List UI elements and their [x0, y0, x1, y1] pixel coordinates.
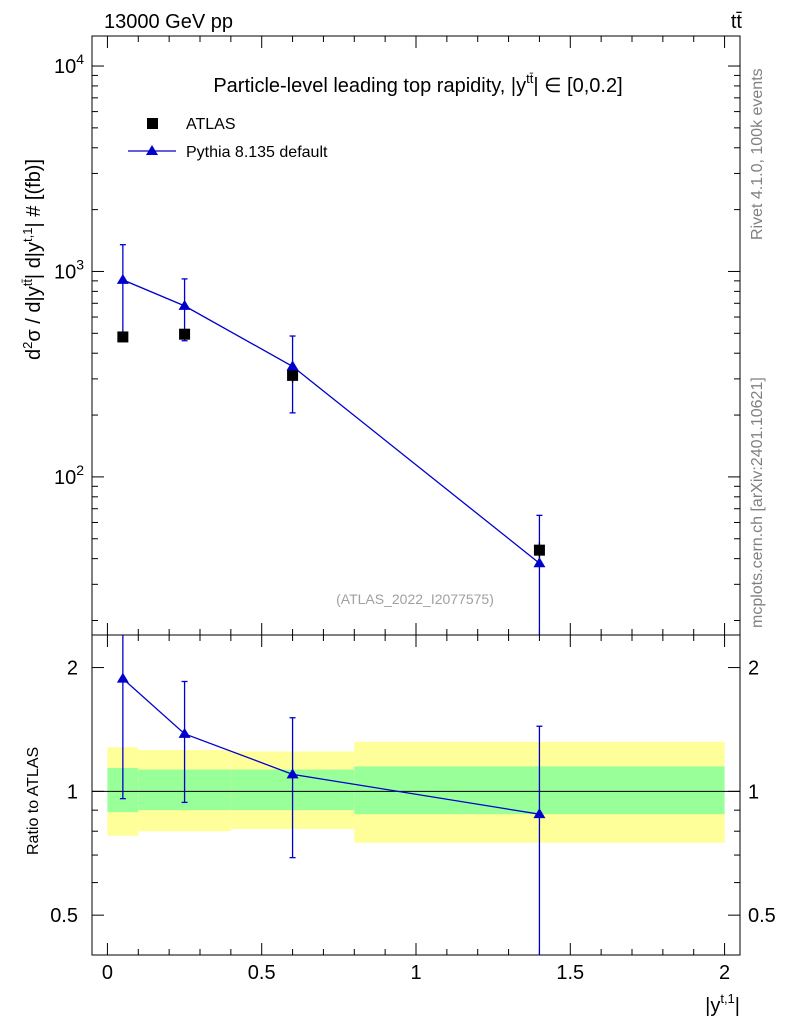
x-tick-label: 1 [410, 962, 421, 984]
ratio-pythia-point [286, 768, 299, 779]
ratio-pythia-point [533, 808, 546, 819]
main-y-tick-label: 104 [54, 51, 84, 78]
ratio-y-tick-label: 2 [67, 658, 78, 680]
energy-label: 13000 GeV pp [104, 11, 233, 33]
x-axis-label: |yt,1| [705, 991, 740, 1017]
legend-atlas-label: ATLAS [186, 116, 236, 133]
pythia-data-point [116, 273, 129, 284]
atlas-data-point [287, 369, 299, 381]
ratio-y-tick-label: 1 [67, 781, 78, 803]
main-y-tick-label: 103 [54, 256, 84, 283]
mcplots-label: mcplots.cern.ch [arXiv:2401.10621] [749, 377, 766, 628]
atlas-data-point [533, 544, 545, 556]
atlas-data-point [117, 331, 129, 343]
x-tick-label: 0 [102, 962, 113, 984]
main-y-axis-label: d2σ / d|ytt̄| d|yt,1| # [(fb)] [20, 159, 45, 360]
analysis-reference: (ATLAS_2022_I2077575) [336, 591, 494, 607]
ratio-y-axis-label: Ratio to ATLAS [25, 747, 42, 855]
main-y-tick-label: 102 [54, 462, 84, 489]
ratio-y-tick-label-right: 0.5 [748, 905, 776, 927]
ratio-panel: 0.5 0.5 1 1 2 2 0 0.5 1 1.5 2 [50, 634, 776, 984]
pythia-data-point [178, 299, 191, 310]
atlas-data-point [179, 328, 191, 340]
legend-atlas-marker [147, 118, 158, 129]
ratio-pythia-point [116, 672, 129, 683]
x-tick-label: 0.5 [248, 962, 276, 984]
rivet-version-label: Rivet 4.1.0, 100k events [749, 68, 766, 240]
ratio-pythia-line [122, 678, 540, 815]
pythia-data-point [533, 557, 546, 568]
ratio-y-tick-label: 0.5 [50, 905, 78, 927]
main-title: Particle-level leading top rapidity, |yt… [213, 71, 622, 97]
pythia-data-point [286, 360, 299, 371]
legend-pythia-marker [146, 145, 158, 155]
pythia-line [122, 279, 540, 564]
ratio-y-tick-label-right: 2 [748, 658, 759, 680]
legend: ATLAS Pythia 8.135 default [128, 116, 328, 161]
x-tick-label: 2 [719, 962, 730, 984]
ratio-pythia-point [178, 727, 191, 738]
legend-pythia-label: Pythia 8.135 default [186, 144, 328, 161]
process-label: tt̄ [731, 11, 743, 33]
ratio-y-tick-label-right: 1 [748, 781, 759, 803]
x-tick-label: 1.5 [556, 962, 584, 984]
